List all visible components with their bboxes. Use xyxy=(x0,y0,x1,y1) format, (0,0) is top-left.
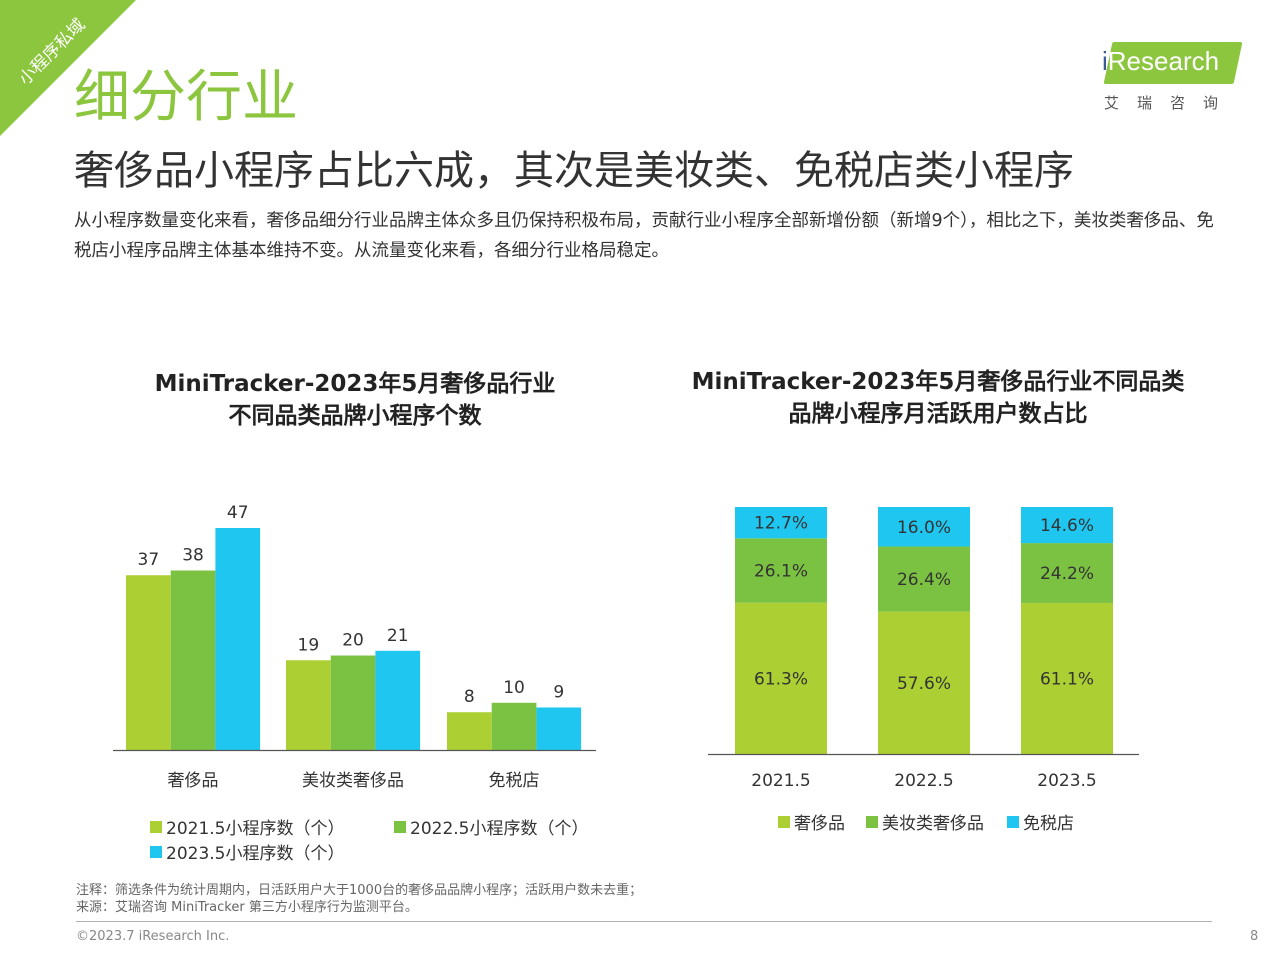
logo-subtitle: 艾瑞咨询 xyxy=(1104,94,1237,112)
description-text: 从小程序数量变化来看，奢侈品细分行业品牌主体众多且仍保持积极布局，贡献行业小程序… xyxy=(74,211,1214,261)
bar-value-label: 47 xyxy=(227,503,249,523)
x-tick-label: 奢侈品 xyxy=(168,771,219,791)
legend-label: 奢侈品 xyxy=(794,814,845,834)
chart1-title: MiniTracker-2023年5月奢侈品行业 不同品类品牌小程序个数 xyxy=(120,368,590,432)
x-tick-label: 2023.5 xyxy=(1037,771,1096,791)
chart2-legend-item-luxury: 奢侈品 xyxy=(778,809,845,834)
legend-label: 2021.5小程序数（个） xyxy=(166,819,345,839)
footnote-note: 注释：筛选条件为统计周期内，日活跃用户大于1000台的奢侈品品牌小程序；活跃用户… xyxy=(76,883,643,898)
footnote: 注释：筛选条件为统计周期内，日活跃用户大于1000台的奢侈品品牌小程序；活跃用户… xyxy=(76,882,642,916)
stack-segment-1-0 xyxy=(878,611,970,754)
logo-research: Research xyxy=(1107,46,1220,76)
bar-value-label: 38 xyxy=(182,546,204,566)
chart1-legend-item-2023: 2023.5小程序数（个） xyxy=(150,839,344,864)
bar-2-2 xyxy=(536,707,582,750)
x-tick-label: 美妆类奢侈品 xyxy=(302,771,404,791)
legend-label: 免税店 xyxy=(1023,814,1074,834)
bar-0-1 xyxy=(170,570,216,750)
legend-swatch xyxy=(1007,815,1019,828)
segment-value-label: 26.1% xyxy=(754,562,808,582)
copyright: ©2023.7 iResearch Inc. xyxy=(76,929,230,944)
chart1-title-line1: MiniTracker-2023年5月奢侈品行业 xyxy=(154,371,556,397)
segment-value-label: 61.3% xyxy=(754,669,808,689)
stack-segment-2-2 xyxy=(1021,507,1113,544)
chart2-title: MiniTracker-2023年5月奢侈品行业不同品类 品牌小程序月活跃用户数… xyxy=(668,366,1208,430)
chart1-legend-item-2022: 2022.5小程序数（个） xyxy=(394,814,588,839)
segment-value-label: 24.2% xyxy=(1040,564,1094,584)
page-number: 8 xyxy=(1250,929,1259,944)
segment-value-label: 14.6% xyxy=(1040,516,1094,536)
legend-label: 2023.5小程序数（个） xyxy=(166,844,345,864)
logo-i: i xyxy=(1102,46,1108,76)
bar-1-1 xyxy=(330,655,376,750)
bar-1-2 xyxy=(375,650,421,750)
page-subtitle: 奢侈品小程序占比六成，其次是美妆类、免税店类小程序 xyxy=(74,148,1074,194)
bar-value-label: 21 xyxy=(387,626,409,646)
segment-value-label: 16.0% xyxy=(897,518,951,538)
stack-segment-0-2 xyxy=(735,507,827,539)
x-tick-label: 免税店 xyxy=(489,771,540,791)
bar-2-0 xyxy=(447,712,492,750)
legend-swatch xyxy=(150,820,162,833)
legend-label: 2022.5小程序数（个） xyxy=(410,819,589,839)
stack-segment-1-2 xyxy=(878,507,970,547)
chart2-legend-item-dutyfree: 免税店 xyxy=(1007,809,1074,834)
bar-value-label: 9 xyxy=(553,682,564,702)
bar-0-2 xyxy=(215,528,261,750)
footer-divider xyxy=(76,921,1212,922)
bar-0-0 xyxy=(126,575,171,750)
legend-label: 美妆类奢侈品 xyxy=(882,814,984,834)
stack-segment-0-1 xyxy=(735,538,827,603)
bar-1-0 xyxy=(286,660,331,750)
bar-2-1 xyxy=(491,702,537,750)
segment-value-label: 12.7% xyxy=(754,514,808,534)
bar-value-label: 37 xyxy=(138,550,160,570)
bar-value-label: 10 xyxy=(503,678,525,698)
chart2-title-line1: MiniTracker-2023年5月奢侈品行业不同品类 xyxy=(691,369,1185,395)
logo-wordmark: iResearch xyxy=(1102,46,1219,77)
bar-value-label: 20 xyxy=(342,631,364,651)
bar-value-label: 8 xyxy=(464,687,475,707)
stack-segment-1-1 xyxy=(878,546,970,612)
iresearch-logo: iResearch 艾瑞咨询 xyxy=(1102,40,1248,114)
bar-value-label: 19 xyxy=(298,635,320,655)
chart1-legend-item-2021: 2021.5小程序数（个） xyxy=(150,814,344,839)
legend-swatch xyxy=(866,815,878,828)
legend-swatch xyxy=(394,820,406,833)
x-tick-label: 2021.5 xyxy=(751,771,810,791)
chart1-title-line2: 不同品类品牌小程序个数 xyxy=(228,403,482,429)
chart2-title-line2: 品牌小程序月活跃用户数占比 xyxy=(788,401,1088,427)
segment-value-label: 26.4% xyxy=(897,570,951,590)
stack-segment-2-0 xyxy=(1021,602,1113,754)
section-title: 细分行业 xyxy=(74,65,298,130)
stack-segment-2-1 xyxy=(1021,543,1113,603)
x-tick-label: 2022.5 xyxy=(894,771,953,791)
legend-swatch xyxy=(150,845,162,858)
section-corner-tag xyxy=(0,0,136,136)
stack-segment-0-0 xyxy=(735,602,827,754)
segment-value-label: 57.6% xyxy=(897,674,951,694)
legend-swatch xyxy=(778,815,790,828)
segment-value-label: 61.1% xyxy=(1040,669,1094,689)
footnote-source: 来源：艾瑞咨询 MiniTracker 第三方小程序行为监测平台。 xyxy=(76,900,418,915)
chart2-legend-item-beauty: 美妆类奢侈品 xyxy=(866,809,984,834)
